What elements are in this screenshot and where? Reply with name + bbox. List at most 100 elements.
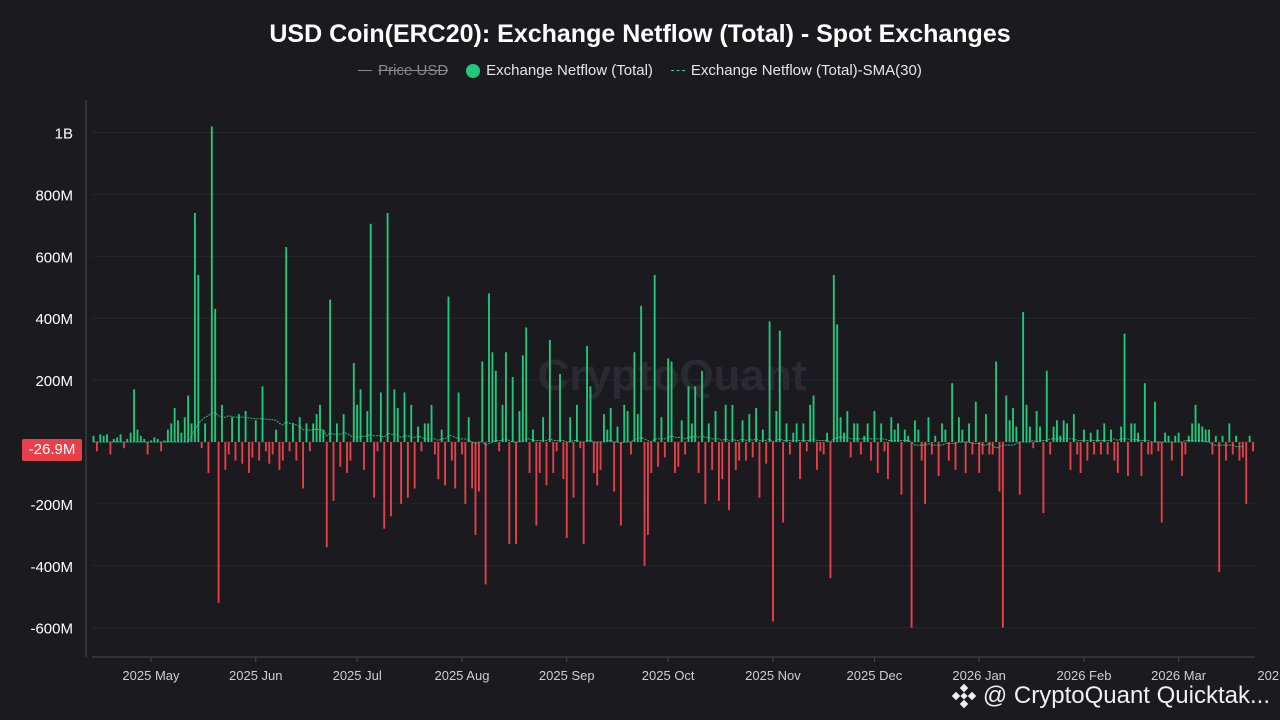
netflow-bar[interactable]: [1133, 423, 1136, 442]
netflow-bar[interactable]: [1076, 442, 1079, 455]
netflow-bar[interactable]: [596, 442, 599, 486]
netflow-bar[interactable]: [329, 299, 332, 442]
netflow-bar[interactable]: [633, 352, 636, 442]
netflow-bar[interactable]: [1035, 411, 1038, 442]
netflow-bar[interactable]: [471, 442, 474, 489]
netflow-bar[interactable]: [437, 442, 440, 480]
netflow-bar[interactable]: [1174, 435, 1177, 442]
netflow-bar[interactable]: [457, 392, 460, 442]
netflow-bar[interactable]: [339, 442, 342, 467]
netflow-bar[interactable]: [829, 442, 832, 579]
netflow-bar[interactable]: [724, 404, 727, 442]
netflow-bar[interactable]: [805, 442, 808, 452]
netflow-bar[interactable]: [1025, 404, 1028, 442]
netflow-bar[interactable]: [677, 442, 680, 467]
netflow-bar[interactable]: [944, 429, 947, 442]
netflow-bar[interactable]: [1069, 442, 1072, 470]
netflow-bar[interactable]: [711, 442, 714, 470]
netflow-bar[interactable]: [643, 442, 646, 566]
netflow-bar[interactable]: [542, 417, 545, 442]
netflow-bar[interactable]: [1120, 426, 1123, 442]
netflow-bar[interactable]: [346, 442, 348, 473]
netflow-bar[interactable]: [261, 386, 264, 442]
netflow-bar[interactable]: [237, 414, 240, 442]
netflow-bar[interactable]: [1252, 442, 1254, 452]
netflow-bar[interactable]: [701, 370, 703, 442]
netflow-bar[interactable]: [849, 442, 852, 458]
netflow-bar[interactable]: [288, 442, 291, 452]
netflow-bar[interactable]: [1008, 420, 1011, 442]
netflow-bar[interactable]: [244, 411, 247, 442]
netflow-bar[interactable]: [782, 442, 785, 523]
netflow-bar[interactable]: [555, 442, 558, 452]
netflow-bar[interactable]: [1052, 426, 1055, 442]
netflow-bar[interactable]: [1096, 429, 1099, 442]
netflow-bar[interactable]: [1039, 426, 1041, 442]
netflow-bar[interactable]: [356, 404, 359, 442]
netflow-bar[interactable]: [227, 442, 230, 455]
netflow-bar[interactable]: [139, 435, 142, 442]
netflow-bar[interactable]: [667, 358, 670, 442]
netflow-bar[interactable]: [863, 435, 866, 442]
netflow-bar[interactable]: [467, 417, 470, 442]
netflow-bar[interactable]: [359, 389, 362, 442]
netflow-bar[interactable]: [697, 442, 700, 473]
netflow-bar[interactable]: [636, 414, 639, 442]
netflow-bar[interactable]: [126, 438, 129, 442]
netflow-bar[interactable]: [684, 442, 687, 455]
netflow-bar[interactable]: [102, 435, 105, 442]
netflow-bar[interactable]: [917, 429, 920, 442]
netflow-bar[interactable]: [738, 442, 741, 461]
netflow-bar[interactable]: [890, 417, 893, 442]
netflow-bar[interactable]: [183, 417, 186, 442]
netflow-bar[interactable]: [146, 442, 149, 455]
netflow-bar[interactable]: [332, 442, 335, 501]
netflow-bar[interactable]: [1157, 442, 1160, 452]
netflow-bar[interactable]: [660, 417, 663, 442]
netflow-bar[interactable]: [613, 442, 616, 492]
netflow-bar[interactable]: [271, 442, 274, 455]
netflow-bar[interactable]: [177, 420, 179, 442]
netflow-bar[interactable]: [680, 420, 683, 442]
netflow-bar[interactable]: [870, 442, 872, 461]
netflow-bar[interactable]: [373, 442, 376, 498]
netflow-bar[interactable]: [197, 274, 200, 442]
netflow-bar[interactable]: [809, 404, 812, 442]
netflow-bar[interactable]: [751, 442, 754, 458]
netflow-bar[interactable]: [129, 432, 132, 442]
netflow-bar[interactable]: [988, 442, 991, 455]
netflow-bar[interactable]: [254, 420, 257, 442]
netflow-bar[interactable]: [1137, 432, 1139, 442]
netflow-bar[interactable]: [961, 429, 964, 442]
netflow-bar[interactable]: [1187, 435, 1190, 442]
netflow-bar[interactable]: [650, 442, 653, 473]
netflow-bar[interactable]: [251, 442, 254, 458]
netflow-bar[interactable]: [826, 432, 828, 442]
netflow-bar[interactable]: [464, 442, 467, 504]
netflow-bar[interactable]: [231, 417, 234, 442]
netflow-bar[interactable]: [450, 442, 453, 461]
netflow-bar[interactable]: [802, 423, 805, 442]
netflow-bar[interactable]: [721, 442, 724, 480]
netflow-bar[interactable]: [883, 442, 886, 452]
netflow-bar[interactable]: [163, 440, 166, 442]
netflow-bar[interactable]: [603, 414, 605, 442]
netflow-bar[interactable]: [417, 426, 419, 442]
netflow-bar[interactable]: [1106, 442, 1109, 455]
netflow-bar[interactable]: [319, 404, 321, 442]
netflow-bar[interactable]: [1099, 442, 1102, 455]
netflow-bar[interactable]: [1184, 442, 1187, 455]
netflow-bar[interactable]: [454, 442, 457, 489]
netflow-bar[interactable]: [792, 432, 795, 442]
netflow-bar[interactable]: [623, 404, 626, 442]
netflow-bar[interactable]: [728, 442, 730, 511]
netflow-bar[interactable]: [109, 442, 112, 455]
netflow-bar[interactable]: [133, 389, 135, 442]
netflow-bar[interactable]: [515, 442, 517, 545]
netflow-bar[interactable]: [663, 442, 666, 458]
netflow-bar[interactable]: [210, 126, 213, 442]
netflow-bar[interactable]: [268, 442, 271, 464]
netflow-bar[interactable]: [423, 423, 426, 442]
netflow-bar[interactable]: [995, 361, 998, 442]
netflow-bar[interactable]: [1126, 442, 1129, 477]
